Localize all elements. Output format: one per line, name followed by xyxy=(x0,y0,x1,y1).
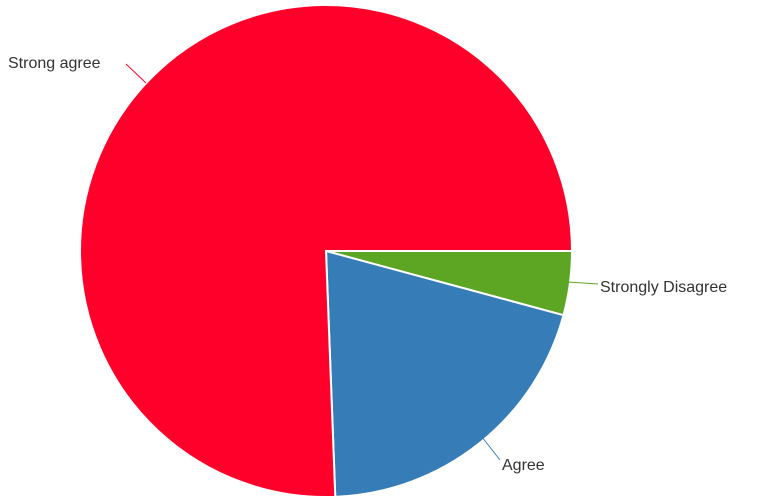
leader-line-agree xyxy=(477,431,501,461)
slice-label-agree: Agree xyxy=(502,457,545,474)
slice-label-strongly-disagree: Strongly Disagree xyxy=(600,279,727,296)
leader-line-strongly-disagree xyxy=(567,281,599,285)
pie-slice-strong-agree[interactable] xyxy=(79,4,574,498)
pie-slice-agree[interactable] xyxy=(324,249,565,498)
leader-line-strong-agree xyxy=(125,63,147,84)
slice-label-strong-agree: Strong agree xyxy=(8,55,101,72)
